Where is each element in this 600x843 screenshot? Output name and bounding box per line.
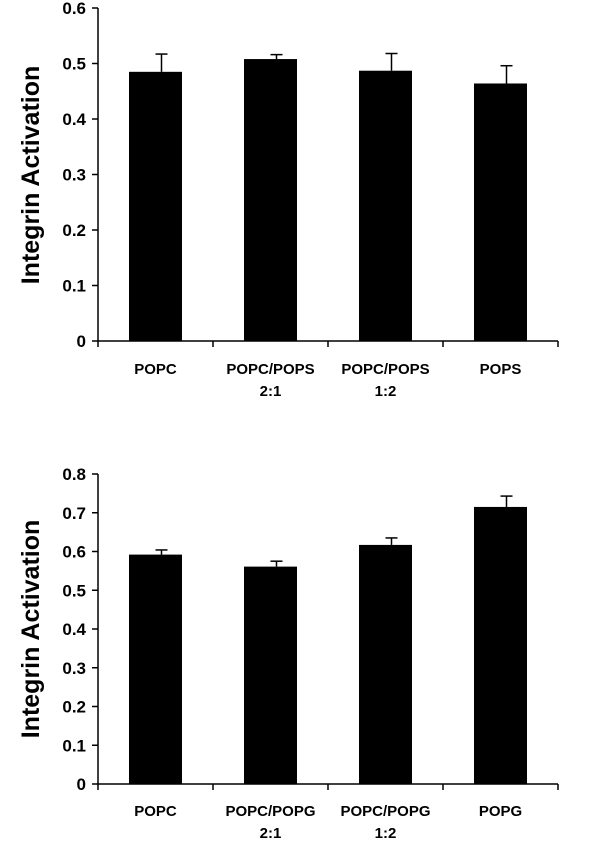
category-label: POPC/POPG (340, 803, 430, 820)
category-label: POPC/POPG (225, 803, 315, 820)
chart-2: 0 0.1 0.2 0.3 0.4 0.5 0.6 0.7 0.8 POPC POPC/POPG 2:… (17, 465, 559, 842)
y-tick-label: 0.1 (62, 277, 86, 296)
category-label: POPC (134, 803, 177, 820)
bar (129, 71, 182, 341)
y-tick-label: 0.6 (62, 543, 86, 562)
bar (244, 566, 297, 784)
y-tick-label: 0.8 (62, 465, 86, 484)
category-label: 1:2 (375, 383, 397, 400)
bar (474, 506, 527, 784)
y-axis-title: Integrin Activation (17, 520, 45, 739)
category-label: POPG (479, 803, 522, 820)
y-tick-label: 0.4 (62, 110, 86, 129)
y-tick-label: 0.3 (62, 659, 86, 678)
y-tick-label: 0.5 (62, 55, 86, 74)
y-tick-label: 0 (77, 775, 86, 794)
bar (129, 554, 182, 784)
y-tick-label: 0.2 (62, 221, 86, 240)
category-label: POPC (134, 361, 177, 378)
y-tick-label: 0.1 (62, 736, 86, 755)
y-tick-label: 0.5 (62, 581, 86, 600)
category-label: 2:1 (260, 383, 282, 400)
category-label: POPC/POPS (341, 361, 429, 378)
chart-1: 0 0.1 0.2 0.3 0.4 0.5 0.6 POPC POPC/POPS 2:1 POPC/… (17, 0, 559, 400)
y-tick-label: 0.3 (62, 166, 86, 185)
y-tick-label: 0 (77, 332, 86, 351)
category-label: 2:1 (260, 825, 282, 842)
y-tick-label: 0.2 (62, 698, 86, 717)
bar (359, 544, 412, 784)
bar (474, 83, 527, 341)
bar (359, 70, 412, 341)
y-tick-label: 0.6 (62, 0, 86, 18)
y-tick-label: 0.7 (62, 504, 86, 523)
y-axis-title: Integrin Activation (17, 66, 45, 285)
bar (244, 59, 297, 342)
category-label: 1:2 (375, 825, 397, 842)
y-tick-label: 0.4 (62, 620, 86, 639)
category-label: POPC/POPS (226, 361, 314, 378)
category-label: POPS (480, 361, 522, 378)
